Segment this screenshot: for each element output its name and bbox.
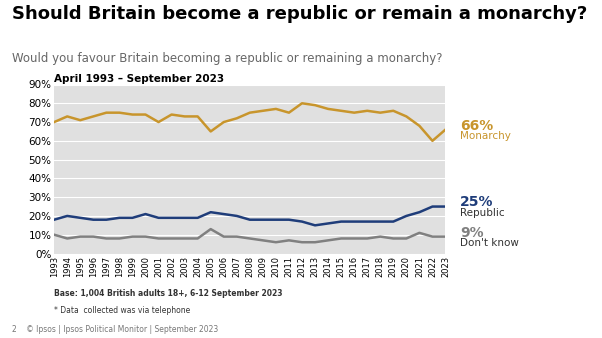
Text: 9%: 9% bbox=[460, 225, 483, 240]
Text: ipsos: ipsos bbox=[552, 314, 581, 323]
Text: Would you favour Britain becoming a republic or remaining a monarchy?: Would you favour Britain becoming a repu… bbox=[12, 52, 442, 65]
Text: April 1993 – September 2023: April 1993 – September 2023 bbox=[54, 74, 225, 84]
Text: Don't know: Don't know bbox=[460, 238, 519, 248]
Text: * Data  collected was via telephone: * Data collected was via telephone bbox=[54, 306, 190, 315]
Text: 2    © Ipsos | Ipsos Political Monitor | September 2023: 2 © Ipsos | Ipsos Political Monitor | Se… bbox=[12, 325, 219, 334]
Text: Monarchy: Monarchy bbox=[460, 131, 511, 141]
Circle shape bbox=[515, 306, 548, 322]
Text: 66%: 66% bbox=[460, 119, 493, 132]
Text: 25%: 25% bbox=[460, 195, 494, 210]
Text: Republic: Republic bbox=[460, 208, 504, 218]
Text: Should Britain become a republic or remain a monarchy?: Should Britain become a republic or rema… bbox=[12, 5, 588, 23]
Text: Base: 1,004 British adults 18+, 6-12 September 2023: Base: 1,004 British adults 18+, 6-12 Sep… bbox=[54, 289, 283, 298]
